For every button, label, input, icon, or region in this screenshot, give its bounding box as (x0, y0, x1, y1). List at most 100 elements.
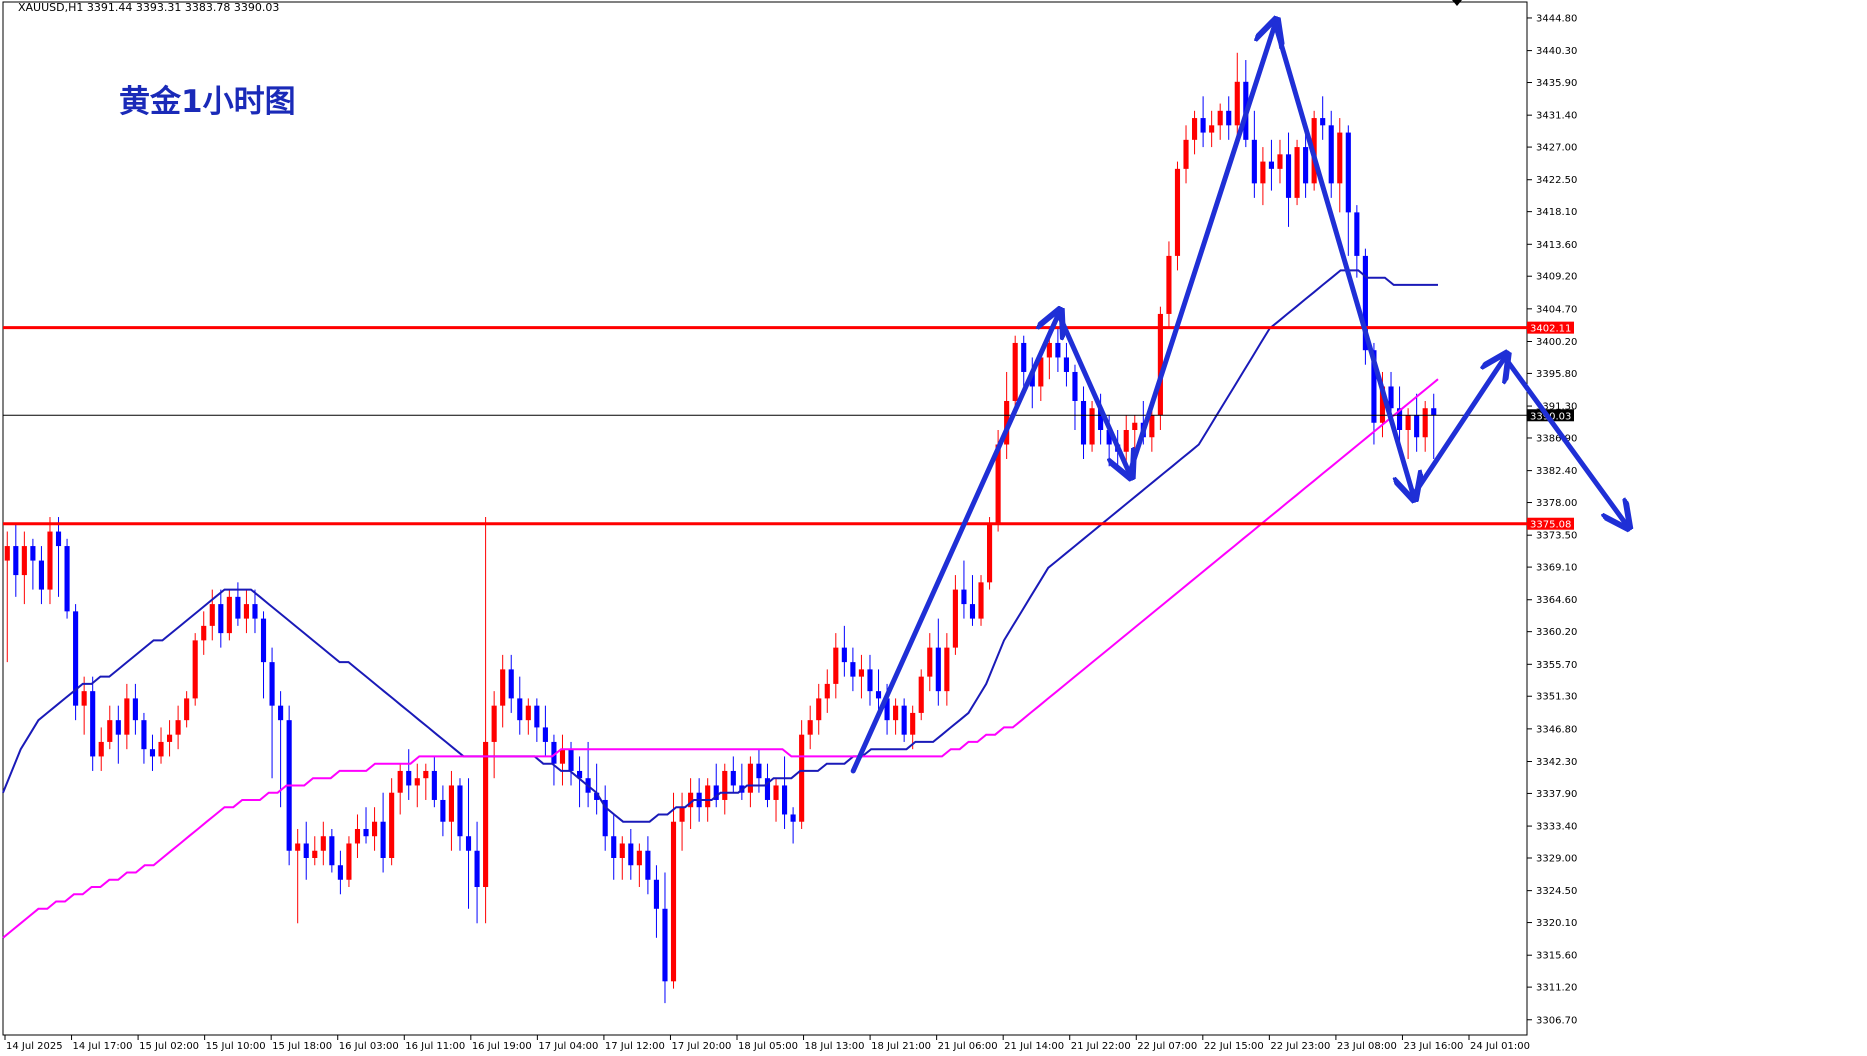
candle-body (1294, 147, 1300, 198)
y-tick-label: 3391.30 (1536, 402, 1577, 413)
candle-body (474, 850, 480, 888)
candle-body (465, 836, 472, 851)
candle-body (542, 727, 548, 742)
x-tick-label: 24 Jul 01:00 (1470, 1041, 1530, 1052)
candle-body (1405, 415, 1411, 430)
candle-body (816, 698, 822, 721)
candle-body (1038, 357, 1044, 387)
candle-body (1098, 408, 1104, 430)
x-tick-label: 21 Jul 22:00 (1071, 1041, 1131, 1052)
candle-body (115, 720, 121, 735)
level-label-1: 3402.11 (1530, 324, 1571, 335)
candle-body (875, 691, 882, 699)
candle-body (790, 814, 796, 822)
candle-body (1362, 255, 1368, 351)
candle-body (918, 676, 924, 713)
candle-body (1157, 313, 1163, 416)
candle-body (1149, 415, 1155, 438)
candle-body (303, 843, 309, 858)
x-tick-label: 18 Jul 21:00 (871, 1041, 931, 1052)
candle-body (611, 836, 617, 858)
candle-body (1337, 132, 1343, 184)
candle-body (483, 741, 489, 888)
candle-body (636, 850, 642, 866)
candle-body (1063, 357, 1069, 372)
candle-body (1268, 161, 1274, 169)
candle-body (987, 524, 993, 583)
y-tick-label: 3378.00 (1536, 498, 1577, 509)
candle-body (235, 596, 241, 619)
candle-body (722, 770, 728, 800)
candle-body (1055, 342, 1061, 358)
chart-shift-marker (1452, 0, 1462, 6)
y-tick-label: 3373.50 (1536, 531, 1577, 542)
candle-body (628, 843, 634, 866)
candle-body (670, 821, 677, 982)
x-tick-label: 14 Jul 2025 (6, 1041, 63, 1052)
candle-body (807, 720, 813, 735)
candle-body (73, 611, 79, 706)
candle-body (201, 625, 207, 641)
candle-body (98, 741, 104, 757)
candle-body (1397, 408, 1403, 430)
candle-body (688, 792, 694, 808)
x-tick-label: 23 Jul 08:00 (1337, 1041, 1397, 1052)
y-tick-label: 3386.90 (1536, 433, 1577, 444)
candle-body (568, 749, 574, 771)
candle-body (1251, 139, 1257, 184)
candle-body (423, 770, 429, 779)
x-tick-label: 21 Jul 14:00 (1004, 1041, 1064, 1052)
x-tick-label: 17 Jul 20:00 (671, 1041, 731, 1052)
candle-body (13, 546, 19, 576)
candle-body (132, 698, 138, 721)
candle-body (773, 785, 779, 800)
candle-body (935, 647, 941, 692)
candle-body (1285, 154, 1292, 198)
candle-body (4, 546, 10, 561)
candle-body (354, 828, 361, 844)
candle-body (577, 770, 583, 779)
candle-body (1072, 371, 1078, 401)
x-tick-label: 16 Jul 19:00 (472, 1041, 532, 1052)
candle-body (1106, 429, 1112, 445)
candle-body (594, 792, 600, 800)
candle-body (1345, 132, 1351, 213)
candle-body (149, 749, 156, 757)
y-tick-label: 3404.70 (1536, 304, 1577, 315)
level-label-box-2 (1527, 517, 1574, 530)
candle-body (833, 647, 839, 684)
x-tick-label: 17 Jul 04:00 (538, 1041, 598, 1052)
candle-body (30, 546, 36, 561)
y-tick-label: 3337.90 (1536, 789, 1577, 800)
y-tick-label: 3342.30 (1536, 757, 1577, 768)
candle-body (192, 640, 198, 699)
candle-body (619, 843, 625, 858)
candle-body (329, 836, 335, 866)
candle-body (491, 705, 497, 742)
trend-arrow-1 (850, 314, 1058, 774)
candle-body (184, 698, 190, 721)
y-tick-label: 3413.60 (1536, 240, 1577, 251)
candle-body (218, 604, 224, 634)
candle-body (389, 792, 395, 858)
candle-body (1371, 350, 1377, 423)
y-tick-label: 3382.40 (1536, 466, 1577, 477)
candle-body (910, 712, 916, 735)
candle-body (1192, 118, 1198, 140)
candle-body (260, 618, 267, 663)
x-tick-label: 18 Jul 13:00 (805, 1041, 865, 1052)
candle-body (1200, 118, 1206, 133)
y-tick-label: 3400.20 (1536, 337, 1577, 348)
candle-body (226, 596, 232, 634)
candle-body (141, 720, 147, 750)
candle-body (525, 705, 531, 721)
candle-body (1422, 408, 1428, 438)
candle-body (884, 698, 890, 721)
x-tick-label: 23 Jul 16:00 (1403, 1041, 1463, 1052)
candle-body (1080, 400, 1087, 445)
y-tick-label: 3435.90 (1536, 78, 1577, 89)
candle-body (534, 705, 540, 728)
y-tick-label: 3422.50 (1536, 175, 1577, 186)
